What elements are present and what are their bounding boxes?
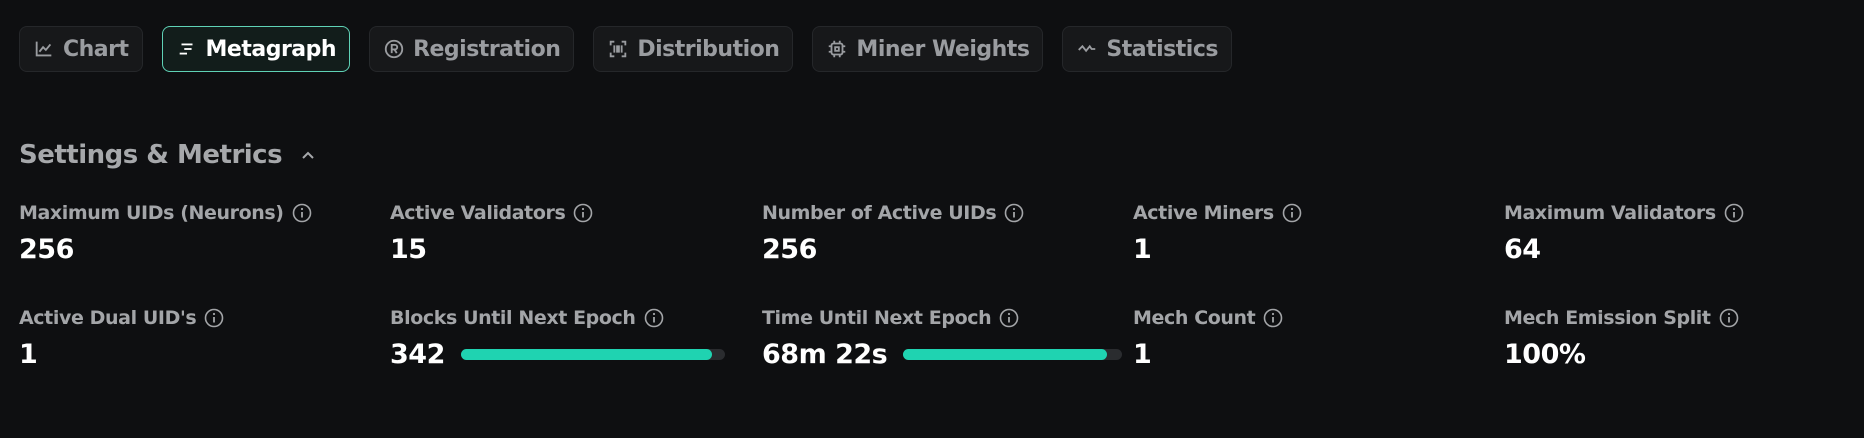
metric: Maximum Validators 64: [1504, 202, 1864, 265]
metric: Blocks Until Next Epoch 342: [390, 307, 750, 370]
metric-label-text: Active Dual UID's: [19, 307, 197, 329]
metric-label: Active Dual UID's: [19, 307, 379, 329]
metric-label: Number of Active UIDs: [762, 202, 1122, 224]
metric-label: Time Until Next Epoch: [762, 307, 1122, 329]
metric-value: 256: [762, 234, 1122, 265]
metric-value: 256: [19, 234, 379, 265]
tab[interactable]: Miner Weights: [812, 26, 1044, 72]
info-icon[interactable]: [1263, 308, 1283, 328]
metric-value: 1: [1133, 234, 1493, 265]
metric: Active Dual UID's 1: [19, 307, 379, 370]
metric-label: Maximum Validators: [1504, 202, 1864, 224]
progress-track: [460, 349, 725, 360]
metric-label: Active Validators: [390, 202, 750, 224]
tab[interactable]: Metagraph: [161, 26, 351, 72]
metric-value-text: 1: [19, 339, 38, 370]
metric-label: Blocks Until Next Epoch: [390, 307, 750, 329]
metric-label-text: Maximum UIDs (Neurons): [19, 202, 284, 224]
tab-label: Miner Weights: [856, 36, 1030, 62]
info-icon[interactable]: [1719, 308, 1739, 328]
metric: Number of Active UIDs 256: [762, 202, 1122, 265]
metric-label-text: Active Miners: [1133, 202, 1274, 224]
metric-label-text: Mech Emission Split: [1504, 307, 1711, 329]
info-icon[interactable]: [999, 308, 1019, 328]
metric: Active Validators 15: [390, 202, 750, 265]
metric-value: 68m 22s: [762, 339, 1122, 370]
section-title: Settings & Metrics: [19, 140, 283, 170]
tab-label: Metagraph: [205, 36, 337, 62]
collapse-icon: [302, 151, 314, 159]
tab-icon: [1078, 44, 1096, 53]
metric-value: 1: [19, 339, 379, 370]
info-icon[interactable]: [573, 203, 593, 223]
info-icon[interactable]: [644, 308, 664, 328]
tab-label: Chart: [63, 36, 129, 62]
metric-label-text: Maximum Validators: [1504, 202, 1716, 224]
info-icon[interactable]: [1724, 203, 1744, 223]
tab-icon: [384, 39, 404, 59]
tab-icon: [610, 40, 627, 58]
metric: Time Until Next Epoch 68m 22s: [762, 307, 1122, 370]
tab-label: Distribution: [637, 36, 780, 62]
metric-label-text: Active Validators: [390, 202, 566, 224]
tab[interactable]: Chart: [19, 26, 143, 72]
info-icon[interactable]: [1282, 203, 1302, 223]
tab-icon: [35, 41, 52, 57]
metric-label: Active Miners: [1133, 202, 1493, 224]
metric-value-text: 68m 22s: [762, 339, 888, 370]
metric-label-text: Time Until Next Epoch: [762, 307, 992, 329]
metric-value: 342: [390, 339, 750, 370]
tab[interactable]: Distribution: [593, 26, 794, 72]
metric-label-text: Number of Active UIDs: [762, 202, 997, 224]
progress-fill: [903, 349, 1107, 360]
metric-value-text: 100%: [1504, 339, 1586, 370]
metric-value: 64: [1504, 234, 1864, 265]
info-icon[interactable]: [204, 308, 224, 328]
metric-value: 100%: [1504, 339, 1864, 370]
metric-value-text: 256: [19, 234, 74, 265]
metric-value: 1: [1133, 339, 1493, 370]
metric-value-text: 342: [390, 339, 445, 370]
tab-icon: [179, 43, 193, 55]
metric-label: Maximum UIDs (Neurons): [19, 202, 379, 224]
tab-bar: Chart Metagraph Registration Distribution Mi…: [19, 26, 1232, 72]
metric: Active Miners 1: [1133, 202, 1493, 265]
metric-label-text: Mech Count: [1133, 307, 1256, 329]
metric-label: Mech Count: [1133, 307, 1493, 329]
metric: Maximum UIDs (Neurons) 256: [19, 202, 379, 265]
info-icon[interactable]: [292, 203, 312, 223]
progress-fill: [460, 349, 712, 360]
info-icon[interactable]: [1004, 203, 1024, 223]
metric-value-text: 1: [1133, 339, 1152, 370]
tab[interactable]: Statistics: [1062, 26, 1232, 72]
tab-label: Statistics: [1106, 36, 1218, 62]
tab[interactable]: Registration: [369, 26, 575, 72]
metric-value-text: 64: [1504, 234, 1541, 265]
tab-label: Registration: [413, 36, 561, 62]
progress-track: [903, 349, 1122, 360]
metric: Mech Emission Split 100%: [1504, 307, 1864, 370]
tab-icon: [829, 40, 846, 58]
metric-label: Mech Emission Split: [1504, 307, 1864, 329]
metric-value: 15: [390, 234, 750, 265]
metric-value-text: 256: [762, 234, 817, 265]
metric-label-text: Blocks Until Next Epoch: [390, 307, 636, 329]
metric-value-text: 1: [1133, 234, 1152, 265]
section-header[interactable]: Settings & Metrics: [19, 140, 316, 170]
metric: Mech Count 1: [1133, 307, 1493, 370]
metric-value-text: 15: [390, 234, 427, 265]
